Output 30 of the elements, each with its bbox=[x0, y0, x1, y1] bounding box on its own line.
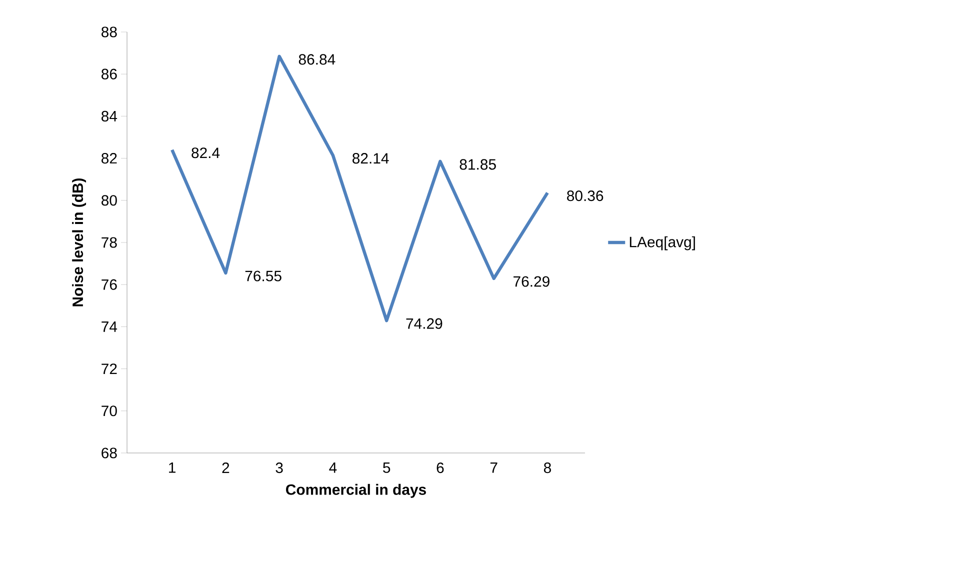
y-tick-label: 72 bbox=[102, 364, 117, 374]
y-tick-label: 78 bbox=[102, 237, 117, 248]
x-tick-label: 5 bbox=[383, 462, 390, 473]
y-tick-label: 84 bbox=[102, 110, 118, 122]
y-tick-label: 82 bbox=[102, 152, 117, 164]
data-label: 80.36 bbox=[567, 190, 604, 202]
y-tick-label: 88 bbox=[102, 26, 117, 38]
y-tick-label: 86 bbox=[102, 68, 117, 80]
legend-label: LAeq[avg] bbox=[630, 236, 695, 250]
x-tick-label: 3 bbox=[276, 462, 283, 474]
data-label: 82.14 bbox=[352, 153, 389, 164]
y-axis-title: Noise level in (dB) bbox=[72, 178, 86, 306]
y-tick-label: 70 bbox=[102, 406, 117, 416]
y-tick-label: 68 bbox=[102, 448, 117, 458]
x-tick-label: 2 bbox=[222, 462, 230, 473]
data-label: 86.84 bbox=[298, 54, 336, 65]
y-tick-label: 76 bbox=[102, 279, 117, 290]
data-label: 74.29 bbox=[406, 318, 442, 329]
x-axis-title: Commercial in days bbox=[286, 484, 426, 498]
y-tick-label: 74 bbox=[102, 322, 118, 332]
x-tick-label: 8 bbox=[544, 462, 551, 474]
x-tick-label: 4 bbox=[329, 462, 337, 473]
data-label: 76.55 bbox=[245, 270, 282, 282]
data-label: 82.4 bbox=[192, 148, 220, 158]
data-label: 76.29 bbox=[514, 276, 550, 287]
x-tick-label: 7 bbox=[490, 462, 498, 473]
x-tick-label: 6 bbox=[436, 462, 444, 474]
data-label: 81.85 bbox=[460, 159, 496, 170]
x-tick-label: 1 bbox=[169, 462, 176, 473]
y-tick-label: 80 bbox=[102, 195, 117, 206]
